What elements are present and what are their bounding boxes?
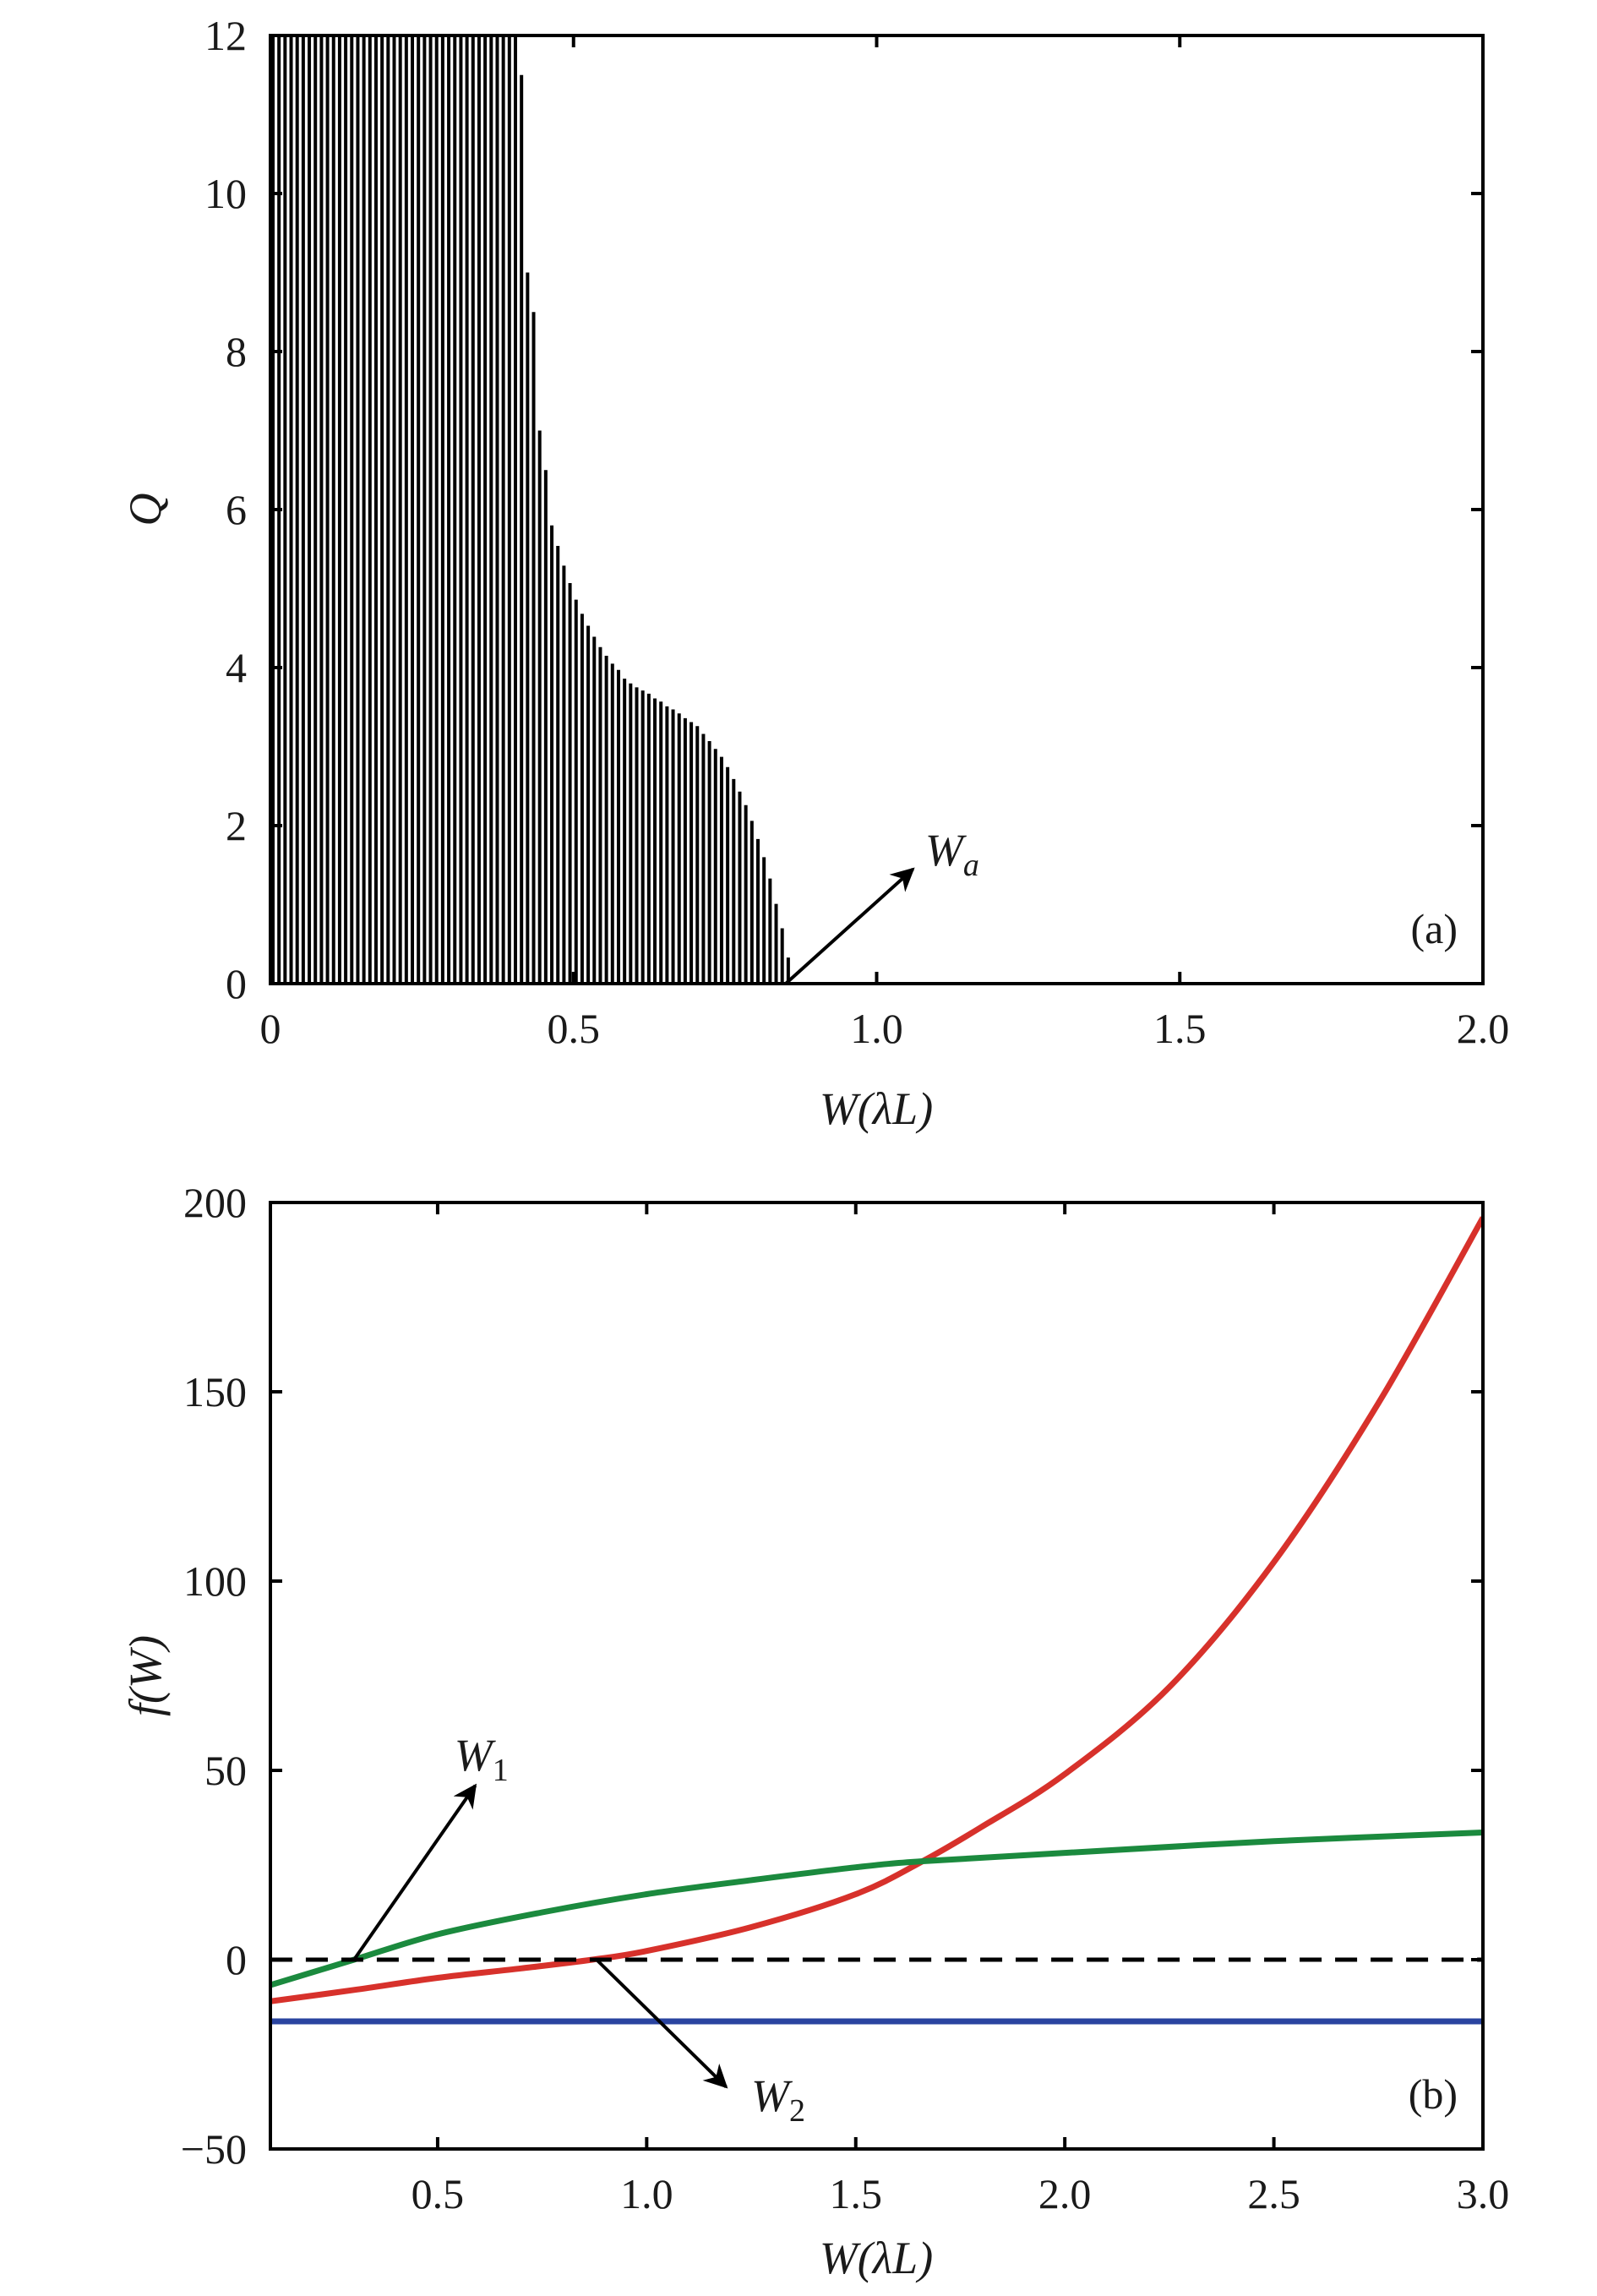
x-tick-label: 0 — [260, 1005, 281, 1052]
annotation-label-main: W — [751, 2070, 793, 2121]
annotation-label-sub: 1 — [493, 1753, 509, 1788]
y-axis-label: f(W) — [120, 1635, 171, 1716]
y-tick-label: 2 — [226, 802, 247, 849]
x-tick-label: 0.5 — [412, 2170, 465, 2217]
x-tick-label: 0.5 — [548, 1005, 601, 1052]
panel-label: (a) — [1411, 905, 1458, 952]
annotation-arrow — [784, 867, 915, 985]
y-tick-label: 50 — [204, 1747, 247, 1794]
annotation-label-main: W — [925, 825, 967, 875]
y-tick-label: 0 — [226, 960, 247, 1007]
annotation-label-sub: a — [963, 848, 979, 883]
axes-frame — [269, 34, 1485, 985]
annotation-label-sub: 2 — [789, 2093, 805, 2129]
axes-frame — [269, 1201, 1485, 2151]
x-tick-label: 2.5 — [1247, 2170, 1300, 2217]
x-axis-label-b: W(λL) — [820, 2233, 933, 2283]
x-tick-label: 1.0 — [620, 2170, 673, 2217]
y-tick-label: 0 — [226, 1936, 247, 1983]
x-tick-label: 1.5 — [1153, 1005, 1207, 1052]
y-tick-label: 8 — [226, 328, 247, 375]
red-curve — [270, 1216, 1483, 2004]
y-tick-label: 6 — [226, 486, 247, 533]
green-curve — [270, 1829, 1483, 1988]
annotation-label: W2 — [751, 2070, 805, 2129]
chart-a: 0 0.5 1.0 1.5 2.0 0 2 4 6 8 10 12 Q (a) Wa — [120, 12, 1509, 1052]
y-tick-label: 12 — [204, 12, 247, 59]
y-tick-label: 10 — [204, 170, 247, 217]
annotation-label: Wa — [925, 825, 979, 883]
plot-area — [270, 1216, 1483, 2025]
panel-label: (b) — [1409, 2070, 1458, 2118]
annotation-label-main: W — [455, 1730, 497, 1781]
y-tick-label: 150 — [183, 1368, 247, 1415]
x-axis-label-a: W(λL) — [820, 1083, 933, 1134]
y-tick-label: −50 — [181, 2125, 247, 2173]
x-tick-label: 3.0 — [1457, 2170, 1510, 2217]
y-tick-label: 4 — [226, 644, 247, 691]
x-tick-label: 2.0 — [1038, 2170, 1092, 2217]
y-tick-label: 200 — [183, 1179, 247, 1226]
chart-b: 0.5 1.0 1.5 2.0 2.5 3.0 −50 0 50 100 150 200 f(W) (b)… — [120, 1179, 1509, 2217]
x-tick-label: 1.0 — [850, 1005, 903, 1052]
y-axis-label: Q — [120, 494, 171, 526]
annotation-label: W1 — [455, 1730, 509, 1788]
annotation-arrow — [352, 1783, 477, 1961]
x-tick-label: 1.5 — [830, 2170, 883, 2217]
x-tick-label: 2.0 — [1457, 1005, 1510, 1052]
plot-area — [271, 35, 790, 984]
annotation-arrow — [595, 1958, 728, 2089]
y-tick-label: 100 — [183, 1557, 247, 1605]
